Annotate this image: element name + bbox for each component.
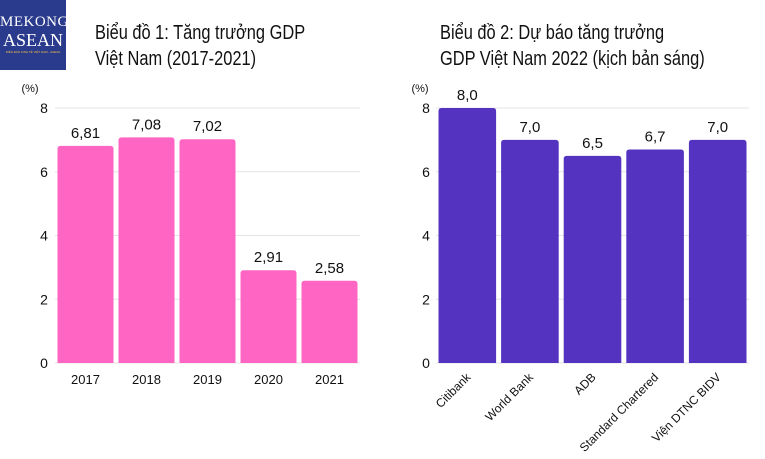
logo-line1: MEKONG xyxy=(0,14,69,30)
chart1-title: Biểu đồ 1: Tăng trưởng GDP Việt Nam (201… xyxy=(95,20,305,72)
chart1-bar xyxy=(57,145,114,363)
chart2-bar xyxy=(438,108,497,363)
chart1-bar xyxy=(118,137,175,363)
chart2-data-label: 6,5 xyxy=(582,135,603,152)
chart1-x-tick: 2021 xyxy=(315,372,344,387)
chart2-x-tick: World Bank xyxy=(482,370,536,424)
chart2-y-tick: 2 xyxy=(422,291,430,307)
chart2-bar xyxy=(626,149,684,363)
chart1-y-tick: 8 xyxy=(40,100,48,116)
logo-tagline: DIỄN ĐÀN KINH TẾ VIỆT NAM - ASEAN xyxy=(5,50,61,54)
chart1-data-label: 6,81 xyxy=(71,125,100,142)
chart2-x-tick: ADB xyxy=(571,370,598,397)
chart2-bar xyxy=(688,139,747,363)
chart2-title: Biểu đồ 2: Dự báo tăng trưởng GDP Việt N… xyxy=(440,20,705,72)
chart2-y-tick: 6 xyxy=(422,164,430,180)
chart2-data-label: 8,0 xyxy=(457,87,478,104)
chart2-data-label: 7,0 xyxy=(707,119,728,136)
chart2-y-tick: 0 xyxy=(422,355,430,371)
chart1-data-label: 7,08 xyxy=(132,116,161,133)
chart2-data-label: 6,7 xyxy=(645,128,666,145)
chart2-bar xyxy=(563,155,622,363)
chart1-x-tick: 2020 xyxy=(254,372,283,387)
chart2-y-unit: (%) xyxy=(411,83,428,95)
chart2-title-line2: GDP Việt Nam 2022 (kịch bản sáng) xyxy=(440,48,705,70)
chart1-x-tick: 2019 xyxy=(193,372,222,387)
chart2-y-tick: 4 xyxy=(422,228,430,244)
mekong-asean-logo: MEKONG ASEAN DIỄN ĐÀN KINH TẾ VIỆT NAM -… xyxy=(0,0,69,70)
chart1-bar xyxy=(179,139,236,363)
chart2-bar xyxy=(501,139,559,363)
chart1-y-tick: 4 xyxy=(40,228,48,244)
chart1-y-tick: 6 xyxy=(40,164,48,180)
chart1-data-label: 2,91 xyxy=(254,249,283,266)
chart2-x-tick: Viện DTNC BIDV xyxy=(649,370,724,445)
chart1-title-line1: Biểu đồ 1: Tăng trưởng GDP xyxy=(95,22,306,44)
chart1-bar xyxy=(301,280,358,363)
chart1-y-unit: (%) xyxy=(21,83,38,95)
chart1-data-label: 2,58 xyxy=(315,260,344,277)
chart2-data-label: 7,0 xyxy=(519,119,540,136)
chart1-y-tick: 0 xyxy=(40,355,48,371)
chart1-x-tick: 2018 xyxy=(132,372,161,387)
chart1-data-label: 7,02 xyxy=(193,118,222,135)
chart2-x-tick: Citibank xyxy=(433,370,474,411)
chart2-y-tick: 8 xyxy=(422,100,430,116)
chart2-title-line1: Biểu đồ 2: Dự báo tăng trưởng xyxy=(440,22,665,44)
chart1-y-tick: 2 xyxy=(40,291,48,307)
chart1-title-line2: Việt Nam (2017-2021) xyxy=(95,48,257,70)
logo-line2: ASEAN xyxy=(2,30,63,50)
chart1-x-tick: 2017 xyxy=(71,372,100,387)
chart1-bar xyxy=(240,270,297,363)
